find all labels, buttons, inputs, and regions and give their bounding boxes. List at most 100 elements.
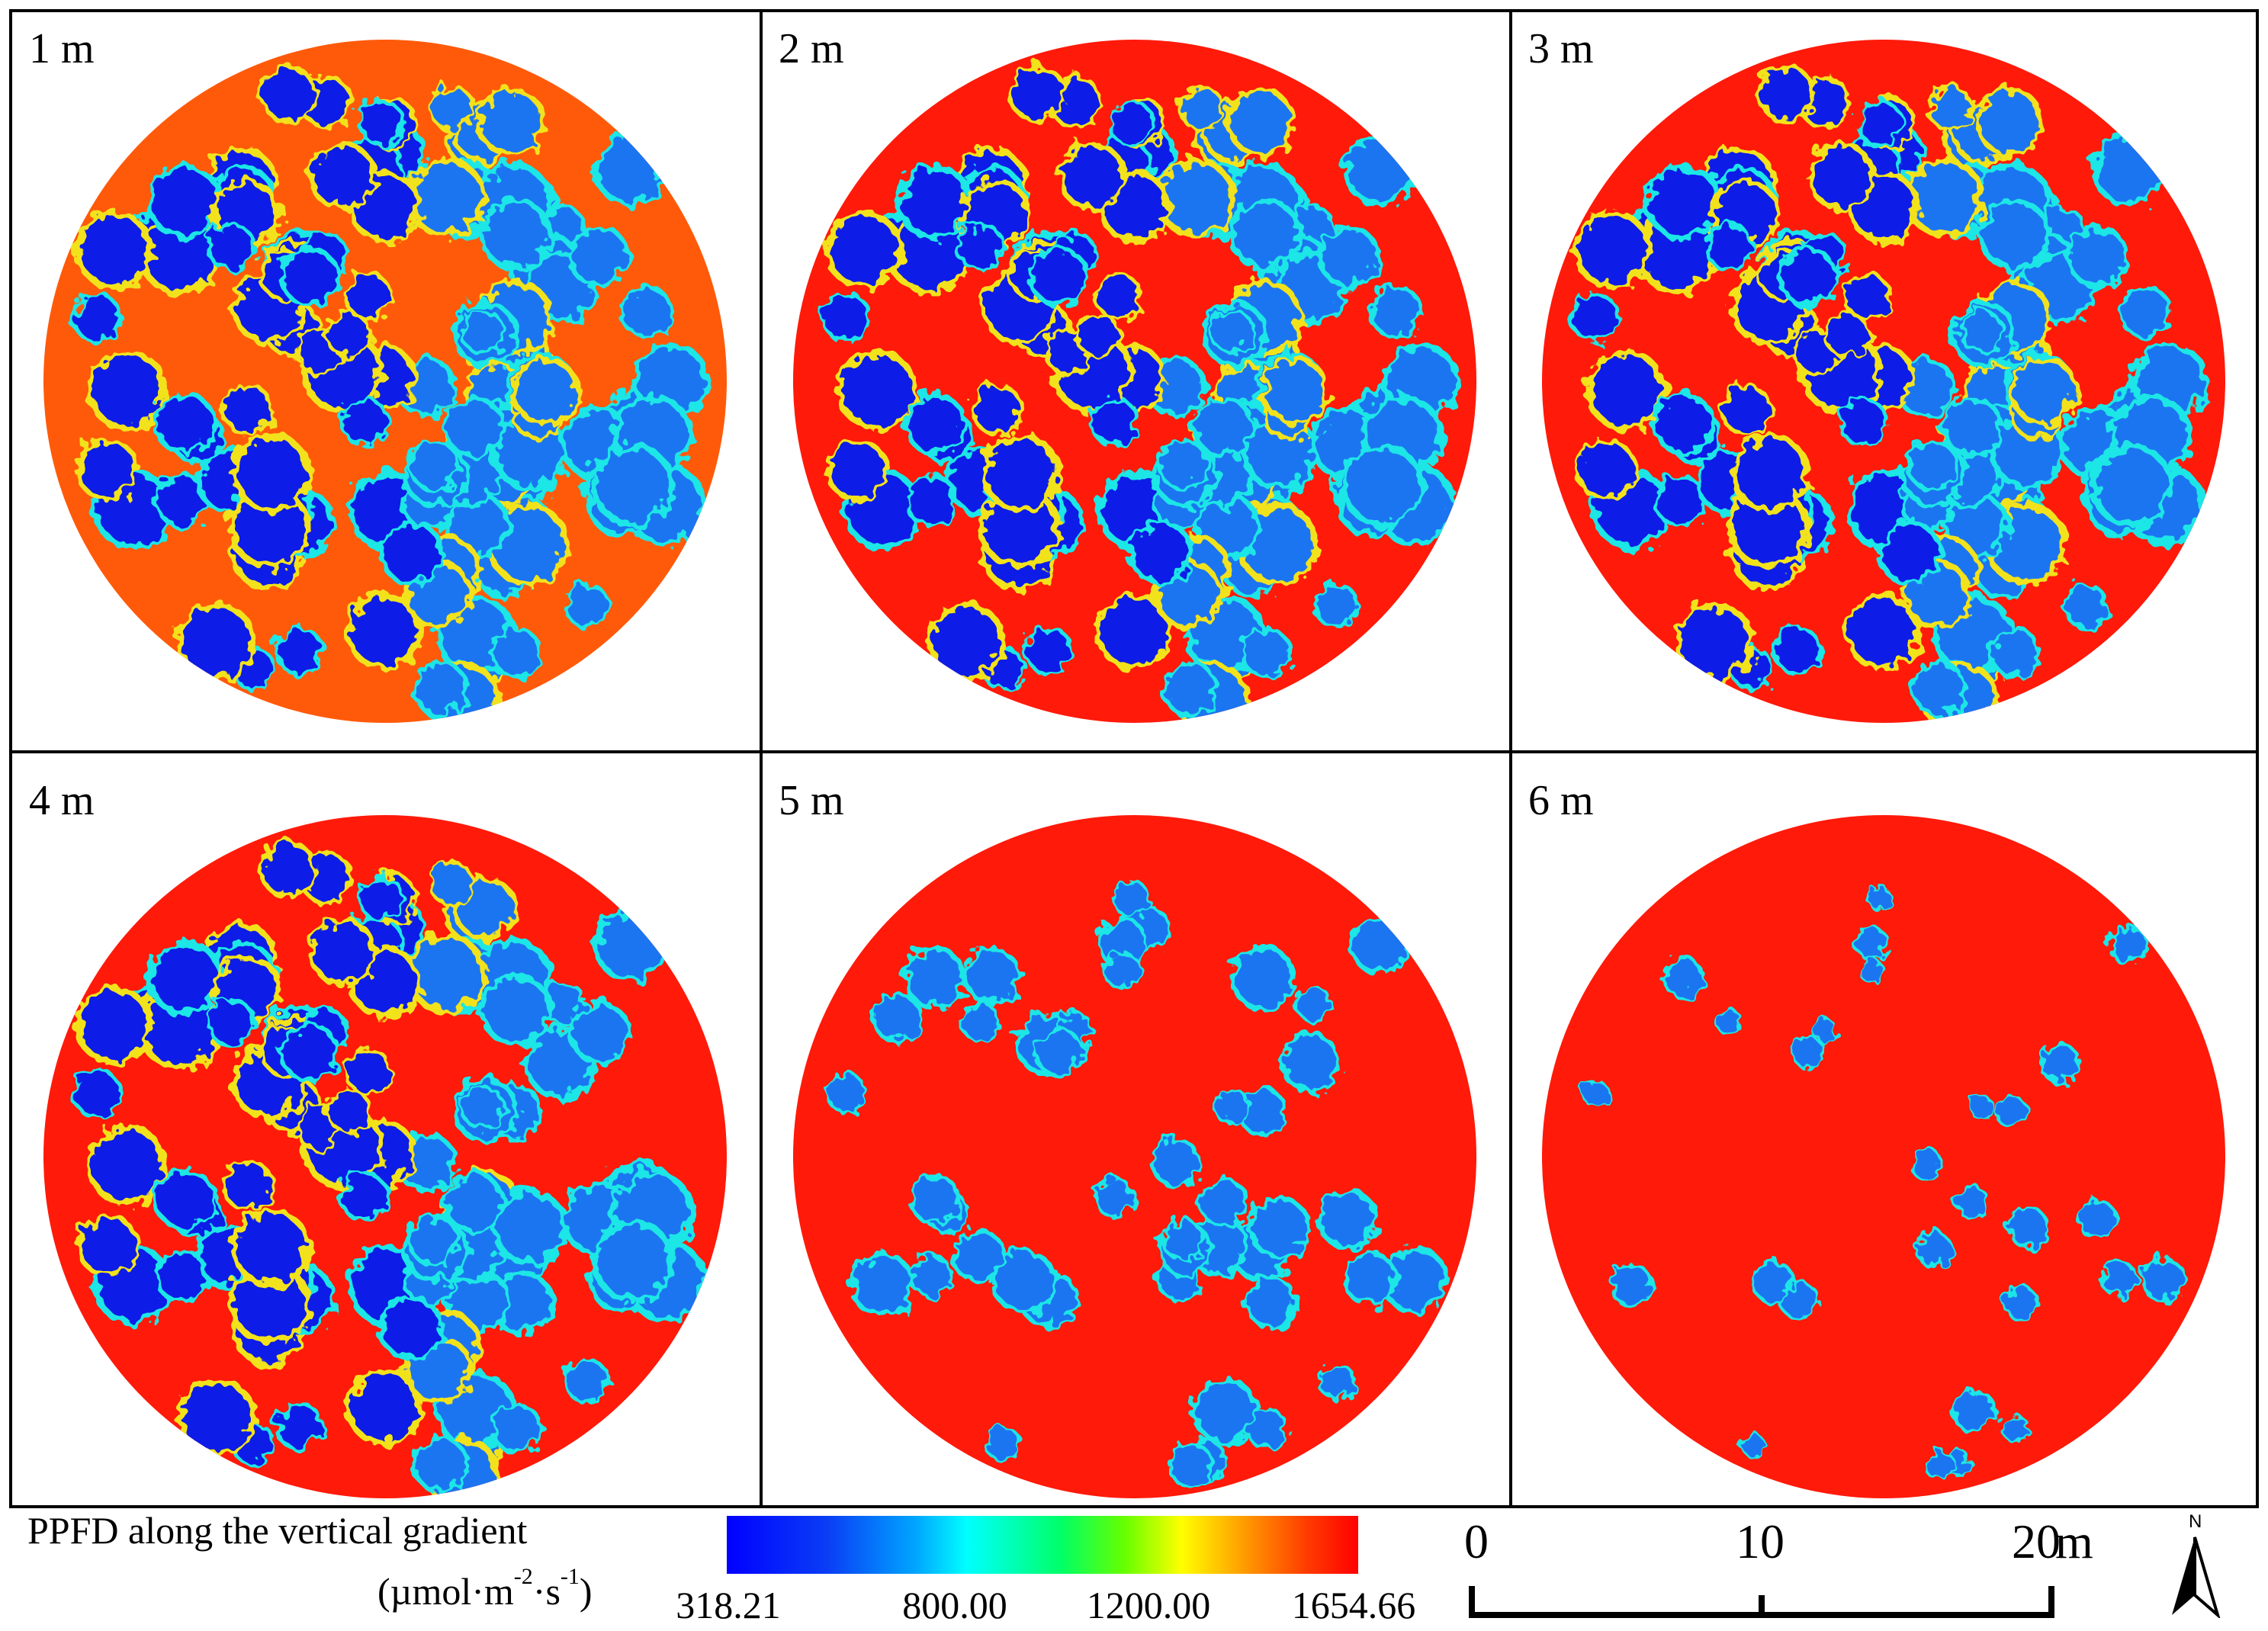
tree-crown-shade	[1181, 88, 1222, 128]
tree-crown-shade	[1322, 1193, 1374, 1246]
tree-crown-shade	[2096, 450, 2167, 522]
tree-crown-shade	[2014, 361, 2074, 421]
tree-crown-shade	[1657, 477, 1704, 524]
tree-crown-shade	[411, 442, 456, 487]
unit-exponent-m: -2	[513, 1564, 533, 1589]
tree-crown-shade	[412, 163, 480, 233]
tree-crown-shade	[1910, 163, 1979, 233]
tree-crown-shade	[1859, 103, 1900, 143]
tree-crown-shade	[263, 69, 313, 119]
tree-crown-shade	[908, 477, 955, 524]
tree-crown-shade	[1216, 1091, 1248, 1123]
tree-crown-shade	[343, 1176, 386, 1219]
tree-crown-shade	[210, 226, 252, 268]
tree-crown-shade	[1248, 1411, 1285, 1446]
tree-crown-shade	[1579, 442, 1633, 497]
tree-crown-shade	[234, 493, 305, 563]
ppfd-panel-3m: 3 m	[1528, 25, 2225, 723]
ppfd-panel-2m: 2 m	[779, 25, 1476, 723]
tree-crown-shade	[1133, 525, 1189, 581]
legend-tick-label: 1200.00	[1086, 1584, 1211, 1626]
tree-crown-shade	[182, 1383, 251, 1451]
tree-crown-shade	[484, 979, 548, 1042]
tree-crown-shade	[824, 296, 868, 339]
tree-crown-shade	[908, 951, 962, 1005]
tree-crown-shade	[1971, 1096, 1992, 1119]
tree-crown-shade	[2006, 1288, 2036, 1318]
tree-crown-shade	[1347, 450, 1418, 522]
tree-crown-shade	[2111, 928, 2146, 962]
scale-unit: m	[2055, 1514, 2093, 1568]
tree-crown-shade	[2070, 230, 2125, 284]
panel-height-label: 3 m	[1528, 25, 1594, 72]
tree-crown-shade	[2042, 1045, 2077, 1080]
tree-crown-shade	[284, 1026, 336, 1078]
tree-crown-shade	[432, 88, 472, 128]
tree-crown-shade	[80, 1218, 134, 1273]
tree-crown-shade	[343, 400, 386, 444]
tree-crown-shade	[1736, 438, 1804, 507]
tree-crown-shade	[572, 230, 626, 284]
tree-crown-shade	[1013, 69, 1062, 119]
tree-crown-shade	[210, 1001, 252, 1044]
tree-crown-shade	[159, 477, 205, 524]
panel-height-label: 1 m	[29, 25, 95, 72]
tree-crown-shade	[495, 631, 539, 675]
tree-crown-shade	[1078, 315, 1118, 355]
tree-crown-shade	[1955, 1392, 1993, 1430]
tree-crown-shade	[351, 1374, 417, 1440]
tree-crown-shade	[348, 276, 390, 317]
tree-crown-shade	[572, 1005, 626, 1059]
tree-crown-shade	[1202, 1181, 1245, 1225]
tree-crown-shade	[1579, 216, 1646, 284]
legend-tick-label: 800.00	[902, 1584, 1007, 1626]
tree-crown-shade	[182, 608, 251, 676]
tree-crown-shade	[416, 1440, 465, 1489]
tree-crown-shade	[384, 1300, 439, 1356]
tree-crown-shade	[1762, 69, 1811, 119]
ppfd-panel-4m: 4 m	[29, 777, 727, 1498]
tree-crown-shade	[225, 1163, 270, 1208]
tree-crown-shade	[597, 1225, 669, 1297]
tree-crown-shade	[1245, 631, 1289, 675]
tree-crown-shade	[495, 1276, 550, 1331]
tree-crown-shade	[496, 1194, 563, 1260]
tree-crown-shade	[1930, 88, 1971, 128]
tree-crown-shade	[1373, 288, 1419, 335]
tree-crown-shade	[963, 1005, 998, 1040]
tree-crown-shade	[875, 997, 919, 1040]
north-arrow-icon	[2172, 1536, 2221, 1618]
tree-crown-shade	[1754, 1263, 1792, 1301]
tree-crown-shade	[313, 146, 372, 206]
tree-crown-shade	[495, 1406, 539, 1450]
tree-crown-shade	[1827, 315, 1867, 355]
tree-crown-shade	[278, 629, 320, 672]
tree-crown-shade	[1249, 1280, 1295, 1326]
tree-crown-shade	[1231, 92, 1290, 152]
tree-crown-shade	[1320, 1365, 1353, 1398]
tree-crown-shade	[1252, 1200, 1306, 1254]
tree-crown-shade	[1100, 921, 1145, 965]
ppfd-panel-1m: 1 m	[29, 25, 727, 723]
scale-label-10: 10	[1736, 1514, 1785, 1568]
tree-crown-shade	[1811, 146, 1871, 206]
tree-crown-shade	[1651, 169, 1717, 235]
tree-crown-shade	[1915, 665, 1964, 714]
tree-crown-shade	[2003, 1416, 2028, 1441]
tree-crown-shade	[92, 355, 162, 425]
tree-crown-shade	[567, 1362, 607, 1401]
tree-crown-shade	[1322, 230, 1376, 284]
tree-crown-shade	[237, 438, 306, 507]
tree-crown-shade	[92, 1131, 162, 1201]
tree-crown-shade	[1997, 1097, 2025, 1126]
tree-crown-shade	[1354, 920, 1405, 971]
tree-crown-shade	[984, 493, 1055, 563]
tree-crown-shade	[902, 169, 968, 235]
tree-crown-shade	[80, 991, 148, 1059]
tree-crown-shade	[830, 442, 884, 497]
tree-crown-shade	[597, 450, 669, 522]
tree-crown-shade	[1155, 1141, 1198, 1184]
tree-crown-shade	[361, 103, 402, 143]
tree-crown-shade	[932, 608, 1001, 676]
tree-crown-shade	[1265, 361, 1325, 421]
